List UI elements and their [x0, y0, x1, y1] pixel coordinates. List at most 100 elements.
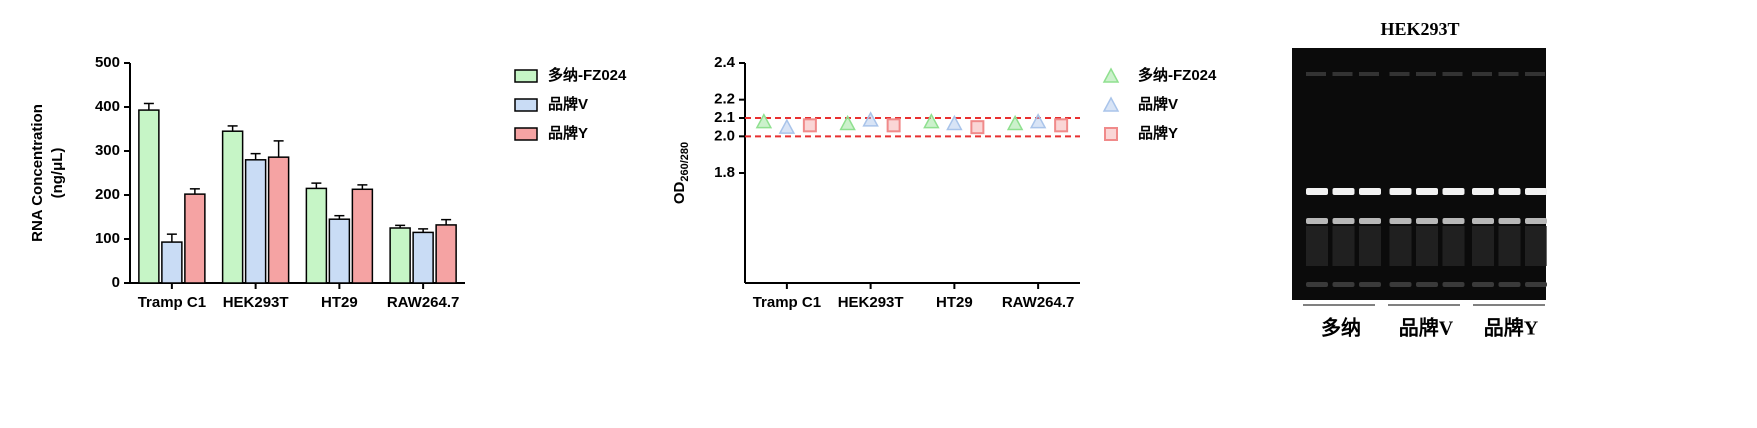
gel-band — [1416, 282, 1438, 287]
bar — [389, 227, 411, 284]
gel-title: HEK293T — [1380, 19, 1459, 39]
point — [1029, 113, 1047, 129]
gel-band — [1389, 188, 1412, 195]
bar — [351, 188, 374, 284]
gel-well — [1306, 72, 1326, 76]
gel-band — [1416, 188, 1438, 195]
x-tick-label: RAW264.7 — [1002, 294, 1075, 311]
gel-band — [1332, 218, 1355, 224]
x-tick-label: HT29 — [321, 294, 358, 311]
x-tick-label: Tramp C1 — [138, 294, 206, 311]
y-axis-label: (ng/μL) — [49, 148, 66, 199]
gel-band — [1359, 282, 1381, 287]
x-tick-label: HT29 — [936, 294, 973, 311]
gel-band — [1472, 188, 1494, 195]
y-tick-label: 2.4 — [714, 54, 736, 71]
y-tick-label: 2.2 — [714, 91, 735, 108]
gel-smear — [1498, 226, 1521, 266]
gel-band — [1389, 282, 1412, 287]
gel-smear — [1442, 226, 1465, 266]
y-tick-label: 100 — [95, 230, 120, 247]
legend-swatch — [514, 98, 538, 112]
gel-band — [1442, 282, 1465, 287]
gel-band — [1525, 282, 1547, 287]
gel-band — [1498, 188, 1521, 195]
legend-label: 品牌Y — [1138, 124, 1178, 142]
point — [1006, 114, 1024, 131]
gel-smear — [1359, 226, 1381, 266]
y-tick-label: 2.0 — [714, 127, 735, 144]
x-tick-label: HEK293T — [838, 294, 904, 311]
y-tick-label: 1.8 — [714, 164, 735, 181]
gel-well — [1498, 72, 1519, 76]
bar — [184, 193, 206, 284]
y-tick-label: 300 — [95, 142, 120, 159]
legend-label: 品牌Y — [548, 124, 588, 142]
bar — [328, 218, 351, 284]
lane-label: 多纳 — [1321, 316, 1361, 340]
gel-smear — [1416, 226, 1438, 266]
legend-swatch — [514, 127, 538, 141]
x-tick-label: HEK293T — [223, 294, 289, 311]
gel-band — [1498, 218, 1521, 224]
point — [886, 118, 901, 133]
gel-band — [1359, 218, 1381, 224]
point — [755, 113, 773, 129]
gel-smear — [1472, 226, 1494, 266]
point — [778, 118, 796, 134]
gel-band — [1306, 218, 1328, 224]
bar — [435, 224, 457, 284]
y-label-main: OD — [671, 181, 688, 204]
legend-swatch — [1104, 127, 1118, 141]
gel-band — [1525, 218, 1547, 224]
y-label-sub: 260/280 — [679, 142, 691, 182]
gel-well — [1359, 72, 1379, 76]
gel-band — [1416, 218, 1438, 224]
y-axis-label: RNA Concentration — [29, 104, 46, 242]
gel-band — [1306, 188, 1328, 195]
legend-swatch — [1102, 67, 1120, 83]
gel-well — [1389, 72, 1410, 76]
y-tick-label: 200 — [95, 186, 120, 203]
point — [839, 114, 856, 131]
y-axis-label: OD260/280 — [671, 142, 691, 204]
point — [862, 111, 879, 127]
legend-label: 品牌V — [1138, 95, 1178, 113]
legend-swatch — [514, 69, 538, 83]
legend-label: 品牌V — [548, 95, 588, 113]
gel-well — [1525, 72, 1545, 76]
legend-swatch — [1102, 96, 1120, 112]
legend-label: 多纳-FZ024 — [548, 66, 627, 84]
gel-well — [1472, 72, 1492, 76]
gel-band — [1498, 282, 1521, 287]
point — [970, 120, 985, 135]
point — [946, 114, 963, 131]
gel-smear — [1332, 226, 1355, 266]
gel-bands — [1306, 72, 1547, 287]
legend-label: 多纳-FZ024 — [1138, 66, 1217, 84]
gel-band — [1332, 282, 1355, 287]
gel-well — [1416, 72, 1436, 76]
x-tick-label: RAW264.7 — [387, 294, 460, 311]
gel-band — [1389, 218, 1412, 224]
gel-smear — [1525, 226, 1547, 266]
gel-smear — [1389, 226, 1412, 266]
bar — [267, 156, 290, 284]
gel-band — [1442, 218, 1465, 224]
gel-band — [1472, 282, 1494, 287]
lane-label: 品牌V — [1399, 316, 1454, 340]
y-tick-label: 500 — [95, 54, 120, 71]
y-tick-label: 400 — [95, 98, 120, 115]
gel-band — [1525, 188, 1547, 195]
lane-label: 品牌Y — [1484, 316, 1539, 340]
bar — [305, 187, 328, 284]
gel-smear — [1306, 226, 1328, 266]
y-tick-label: 0 — [112, 274, 120, 291]
gel-band — [1472, 218, 1494, 224]
bar — [161, 241, 183, 284]
point — [802, 118, 817, 133]
gel-band — [1306, 282, 1328, 287]
bar — [138, 109, 160, 284]
gel-well — [1332, 72, 1353, 76]
